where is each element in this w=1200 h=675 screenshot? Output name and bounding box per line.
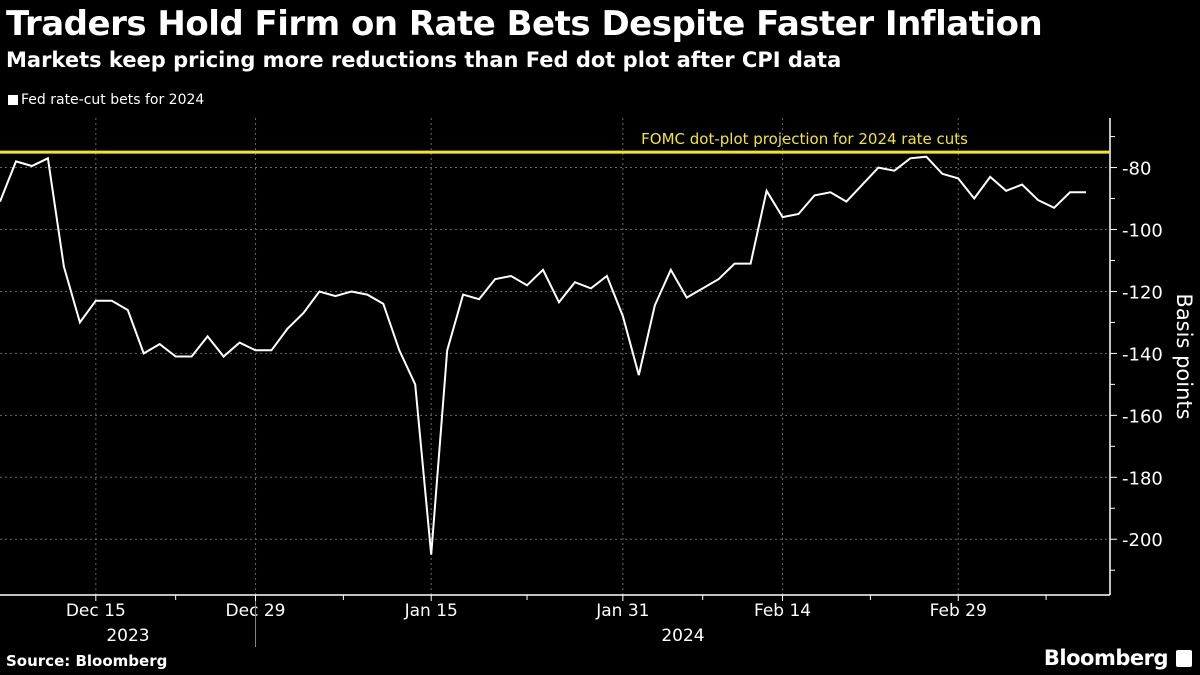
- y-tick-label: -140: [1122, 344, 1163, 365]
- x-tick-label: Dec 15: [66, 601, 126, 621]
- logo-text: Bloomberg: [1043, 646, 1169, 670]
- x-tick-label: Jan 31: [595, 601, 649, 621]
- y-tick-label: -160: [1122, 406, 1163, 427]
- source-note: Source: Bloomberg: [6, 652, 168, 670]
- legend-label: Fed rate-cut bets for 2024: [21, 92, 205, 108]
- x-tick-label: Feb 29: [930, 601, 987, 621]
- x-tick-label: Jan 15: [404, 601, 458, 621]
- reference-line-label: FOMC dot-plot projection for 2024 rate c…: [641, 130, 968, 148]
- chart-subtitle: Markets keep pricing more reductions tha…: [6, 48, 842, 72]
- y-tick-label: -100: [1122, 221, 1163, 242]
- year-label: 2024: [661, 626, 704, 646]
- x-tick-label: Feb 14: [754, 601, 811, 621]
- y-tick-label: -180: [1122, 468, 1163, 489]
- legend: Fed rate-cut bets for 2024: [8, 92, 204, 108]
- legend-swatch: [8, 95, 18, 105]
- bloomberg-logo: Bloomberg: [1044, 646, 1192, 670]
- y-tick-label: -80: [1122, 159, 1151, 180]
- y-tick-label: -200: [1122, 530, 1163, 551]
- y-tick-label: -120: [1122, 282, 1163, 303]
- y-axis-label: Basis points: [1172, 293, 1196, 419]
- year-label: 2023: [106, 626, 149, 646]
- chart-title: Traders Hold Firm on Rate Bets Despite F…: [6, 4, 1043, 44]
- series-line-rate-cut-bets: [0, 155, 1086, 555]
- bloomberg-chart-icon: [1176, 649, 1192, 667]
